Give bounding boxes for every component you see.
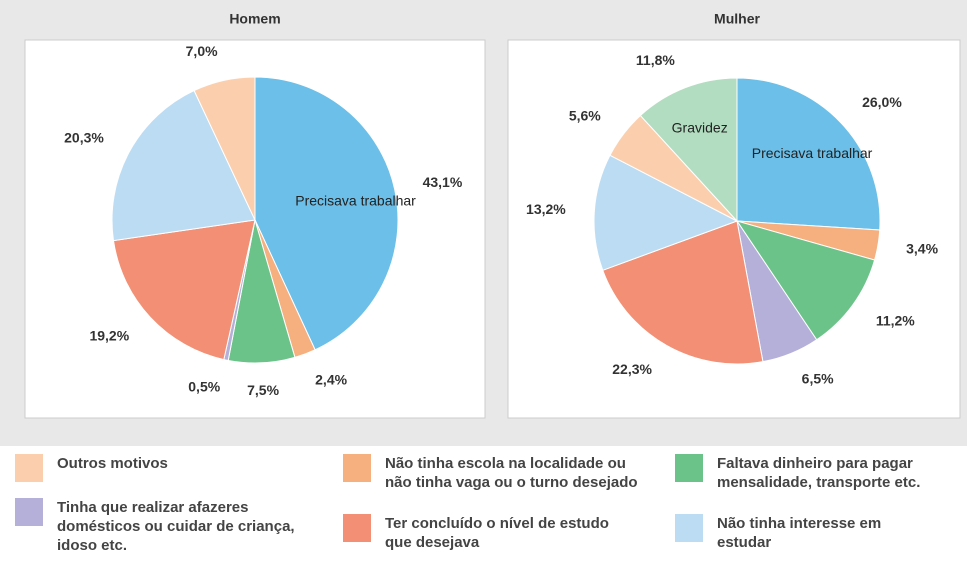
slice-label: Precisava trabalhar: [295, 193, 416, 209]
value-label: 5,6%: [569, 107, 601, 123]
value-label: 13,2%: [526, 201, 566, 217]
value-label: 22,3%: [612, 361, 652, 377]
pie-slice: [602, 220, 764, 365]
legend-swatch: [15, 454, 43, 482]
legend-label: Não tinha interesse em estudar: [717, 515, 882, 551]
charts: Homem 43,1% Precisava trabalhar 2,4% 7,5% 0,5…: [0, 0, 967, 446]
value-label: 7,0%: [186, 43, 218, 59]
value-label: 0,5%: [188, 379, 220, 395]
legend-item: Faltava dinheiro para pagar mensalidade,…: [675, 454, 967, 492]
pie-slice: [639, 77, 738, 223]
value-label: 2,4%: [315, 371, 347, 387]
legend-item: Não tinha interesse em estudar: [675, 514, 937, 552]
value-label: 19,2%: [89, 327, 129, 343]
slice-label: Gravidez: [672, 120, 728, 136]
pie-slice: [736, 77, 881, 231]
pie-slice: [193, 76, 256, 221]
legend-label: Não tinha escola na localidade ou não ti…: [385, 455, 638, 491]
pie-slice: [735, 220, 876, 341]
value-label: 20,3%: [64, 129, 104, 145]
value-label: 11,2%: [876, 313, 915, 329]
chart-title: Homem: [229, 11, 280, 27]
pie-slice: [593, 154, 739, 271]
legend-item: Tinha que realizar afazeres domésticos o…: [15, 498, 307, 555]
pie-slice: [254, 76, 399, 351]
pie-slice: [112, 219, 256, 361]
chart-title: Mulher: [714, 11, 760, 27]
legend-swatch: [675, 514, 703, 542]
value-label: 3,4%: [906, 241, 938, 257]
legend-item: Outros motivos: [15, 454, 307, 482]
legend-label: Ter concluído o nível de estudo que dese…: [385, 515, 609, 551]
legend-item: Não tinha escola na localidade ou não ti…: [343, 454, 655, 492]
legend-swatch: [15, 498, 43, 526]
value-label: 43,1%: [423, 174, 463, 190]
legend: Outros motivos Não tinha escola na locali…: [0, 446, 967, 567]
legend-swatch: [343, 454, 371, 482]
legend-swatch: [675, 454, 703, 482]
legend-label: Outros motivos: [57, 455, 168, 472]
value-label: 26,0%: [862, 94, 902, 110]
value-label: 6,5%: [802, 371, 834, 387]
value-label: 7,5%: [247, 382, 279, 398]
slice-label: Precisava trabalhar: [752, 145, 873, 161]
legend-item: Ter concluído o nível de estudo que dese…: [343, 514, 625, 552]
legend-label: Tinha que realizar afazeres domésticos o…: [57, 499, 295, 554]
legend-swatch: [343, 514, 371, 542]
legend-label: Faltava dinheiro para pagar mensalidade,…: [717, 455, 921, 491]
pie-slice: [111, 89, 256, 242]
value-label: 11,8%: [636, 52, 675, 68]
